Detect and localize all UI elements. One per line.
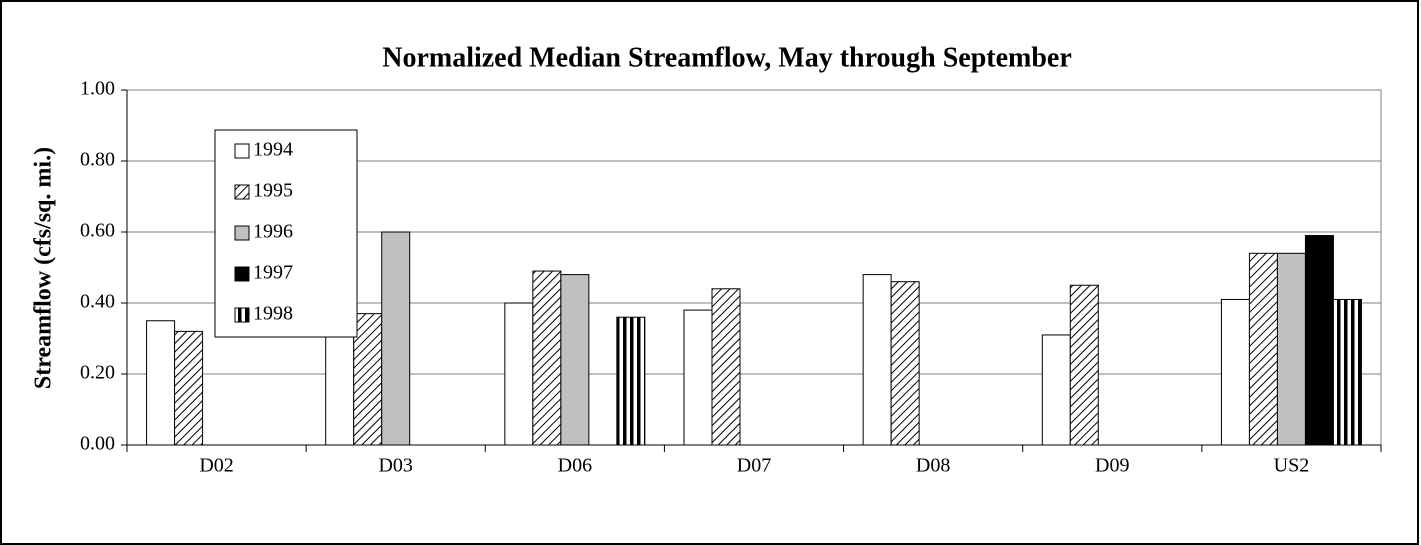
bar xyxy=(174,330,204,446)
bar xyxy=(1332,298,1362,446)
legend-label: 1995 xyxy=(253,180,293,202)
legend-swatch xyxy=(234,307,250,323)
bar xyxy=(1069,284,1099,446)
chart-title: Normalized Median Streamflow, May throug… xyxy=(382,42,1072,73)
bar xyxy=(560,274,590,446)
bar xyxy=(1041,334,1071,446)
legend-label: 1997 xyxy=(253,262,293,284)
x-tick-label: D08 xyxy=(916,455,950,477)
bar xyxy=(683,309,713,446)
y-tick-label: 0.60 xyxy=(80,220,115,242)
x-tick-label: US2 xyxy=(1274,455,1310,477)
bar xyxy=(1248,252,1278,446)
bar xyxy=(381,231,411,446)
legend-swatch xyxy=(234,143,250,159)
legend-swatch xyxy=(234,184,250,200)
x-tick-label: D07 xyxy=(737,455,771,477)
y-tick-label: 1.00 xyxy=(80,78,115,100)
bar xyxy=(1220,298,1250,446)
x-tick-label: D02 xyxy=(199,455,233,477)
y-tick-label: 0.20 xyxy=(80,362,115,384)
y-tick-label: 0.80 xyxy=(80,149,115,171)
bar xyxy=(1304,235,1334,446)
y-axis-label: Streamflow (cfs/sq. mi.) xyxy=(31,147,57,389)
legend-swatch xyxy=(234,266,250,282)
bar xyxy=(711,288,741,446)
y-tick-label: 0.40 xyxy=(80,291,115,313)
bar xyxy=(504,302,534,446)
bar xyxy=(325,323,355,446)
bar xyxy=(616,316,646,446)
bar xyxy=(146,320,176,446)
x-tick-label: D03 xyxy=(378,455,412,477)
bar xyxy=(862,274,892,446)
legend-swatch xyxy=(234,225,250,241)
legend-label: 1996 xyxy=(253,221,293,243)
legend-label: 1994 xyxy=(253,139,293,161)
legend-label: 1998 xyxy=(253,303,293,325)
x-tick-label: D09 xyxy=(1095,455,1129,477)
bar xyxy=(353,313,383,446)
x-tick-label: D06 xyxy=(558,455,592,477)
bar xyxy=(890,281,920,446)
bar xyxy=(1276,252,1306,446)
bar xyxy=(532,270,562,446)
y-tick-label: 0.00 xyxy=(80,433,115,455)
